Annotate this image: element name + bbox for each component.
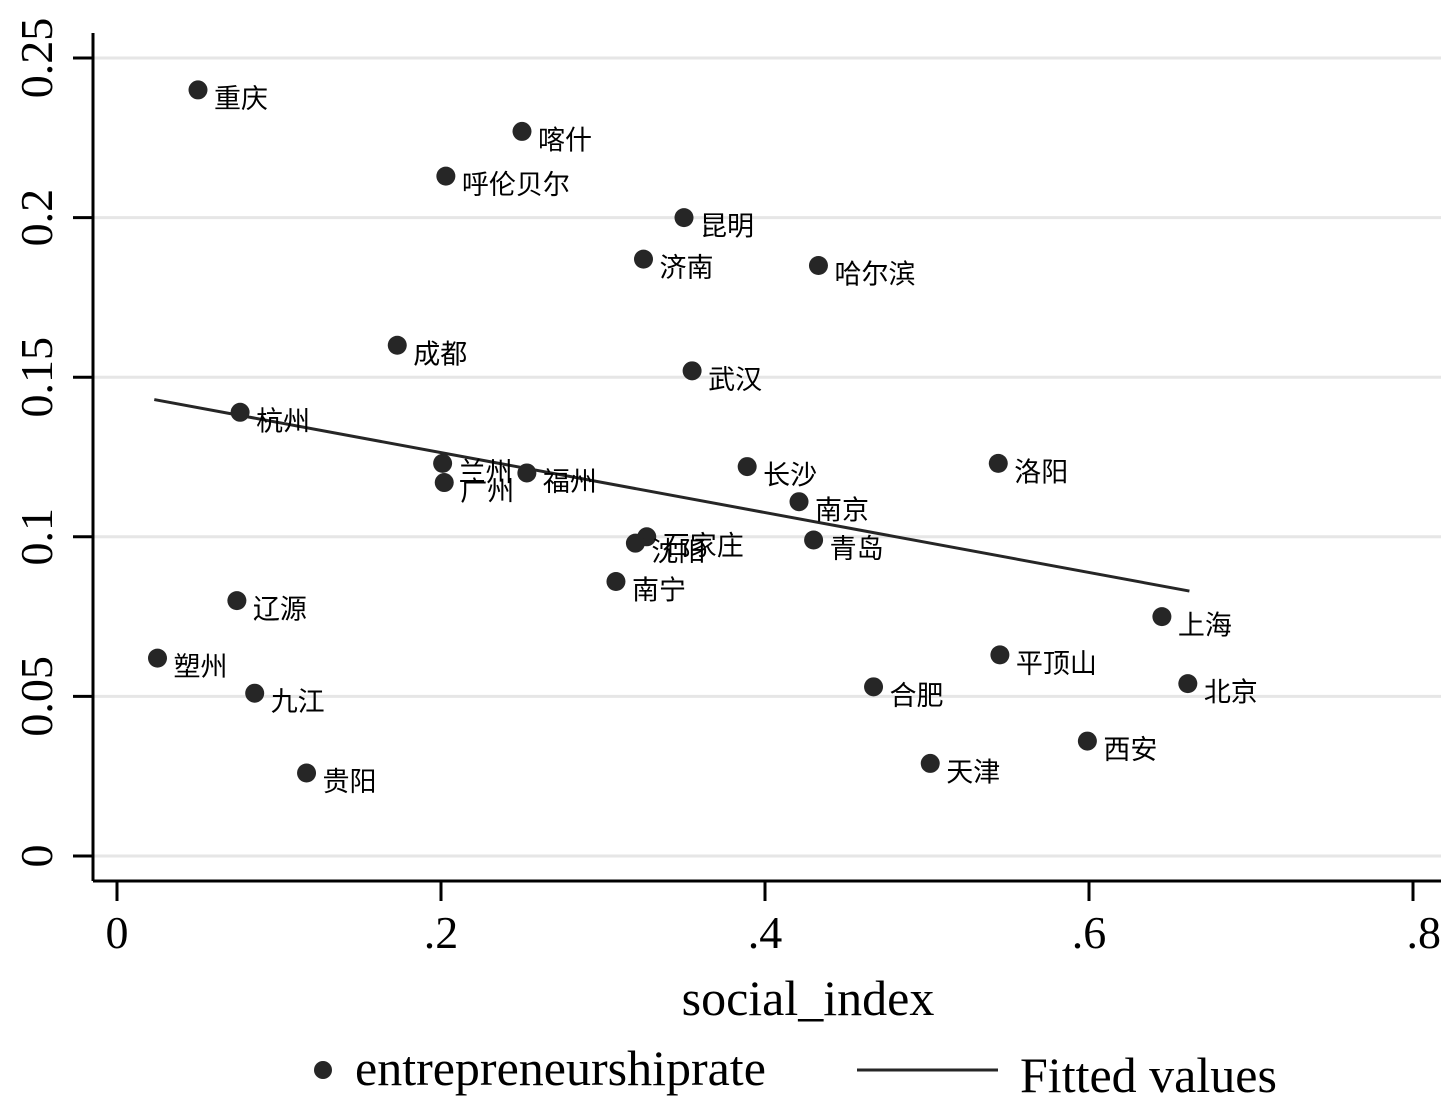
data-point <box>1077 731 1097 751</box>
data-point <box>920 753 940 773</box>
point-label: 沈阳 <box>651 537 705 568</box>
data-point <box>634 249 653 269</box>
point-label: 济南 <box>660 253 714 284</box>
data-point <box>188 80 208 100</box>
point-label: 福州 <box>543 467 597 498</box>
fitted-line-layer <box>153 398 1190 593</box>
data-point <box>517 463 537 483</box>
point-label: 南宁 <box>632 575 686 606</box>
point-label: 兰州 <box>459 457 513 488</box>
x-ticks: 0 .2 .4 .6 .8 <box>106 881 1442 958</box>
data-point <box>606 571 626 591</box>
data-point <box>433 453 453 473</box>
data-point <box>737 457 757 477</box>
legend-label-scatter: entrepreneurshiprate <box>355 1040 766 1096</box>
y-ticks: 0 0.05 0.1 0.15 0.2 0.25 <box>11 18 93 868</box>
point-label: 石家庄 <box>663 531 744 562</box>
data-point <box>789 492 809 512</box>
data-point <box>864 677 884 697</box>
point-label: 洛阳 <box>1014 457 1068 488</box>
point-label: 南京 <box>815 496 869 527</box>
y-tick-label: 0 <box>11 845 62 868</box>
y-tick-label: 0.05 <box>11 656 62 737</box>
data-point <box>436 166 456 186</box>
y-tick-label: 0.25 <box>11 18 62 99</box>
point-label: 天津 <box>946 757 1000 788</box>
data-point <box>1178 674 1198 694</box>
x-tick-label: .2 <box>424 907 459 958</box>
data-point <box>682 361 702 381</box>
x-tick-label: 0 <box>106 907 129 958</box>
point-label: 重庆 <box>214 84 268 115</box>
data-point <box>245 683 265 703</box>
data-point <box>625 533 645 553</box>
point-label: 成都 <box>413 339 467 370</box>
point-label: 长沙 <box>763 461 817 492</box>
point-label: 上海 <box>1178 611 1232 642</box>
y-tick-label: 0.2 <box>11 189 62 247</box>
legend-label-fitted: Fitted values <box>1020 1047 1277 1103</box>
point-label: 呼伦贝尔 <box>462 170 570 201</box>
data-point <box>230 402 250 422</box>
data-point <box>227 591 247 611</box>
x-tick-label: .4 <box>748 907 783 958</box>
legend: entrepreneurshiprate Fitted values <box>314 1040 1277 1103</box>
point-label: 塑州 <box>174 652 228 683</box>
point-label: 青岛 <box>830 534 884 565</box>
data-point <box>434 473 454 493</box>
point-label: 昆明 <box>700 212 754 243</box>
point-label: 西安 <box>1103 735 1157 766</box>
grid-lines <box>93 56 1441 858</box>
point-label: 九江 <box>271 687 325 718</box>
data-point <box>297 763 317 783</box>
point-label: 平顶山 <box>1016 649 1097 680</box>
x-tick-label: .6 <box>1072 907 1107 958</box>
point-label: 北京 <box>1204 678 1258 709</box>
fitted-values-line <box>153 398 1190 593</box>
point-label: 广州 <box>460 477 514 508</box>
point-label: 喀什 <box>538 125 592 156</box>
data-point <box>512 121 532 141</box>
data-point <box>990 645 1010 665</box>
x-tick-label: .8 <box>1407 907 1442 958</box>
data-point <box>1152 607 1172 627</box>
data-point <box>804 530 824 550</box>
data-point <box>148 648 167 668</box>
y-tick-label: 0.15 <box>11 337 62 418</box>
point-label: 合肥 <box>890 681 944 712</box>
data-point <box>674 208 694 228</box>
x-axis-title: social_index <box>682 970 935 1026</box>
point-label: 哈尔滨 <box>834 259 915 290</box>
point-label: 辽源 <box>253 595 307 626</box>
point-label: 武汉 <box>708 365 762 396</box>
legend-marker-scatter <box>314 1061 332 1079</box>
point-label: 杭州 <box>256 406 310 437</box>
data-point <box>988 453 1008 473</box>
data-point <box>387 335 407 355</box>
axes <box>91 33 1441 883</box>
y-tick-label: 0.1 <box>11 508 62 566</box>
point-label: 贵阳 <box>323 767 377 798</box>
data-point <box>808 255 828 275</box>
